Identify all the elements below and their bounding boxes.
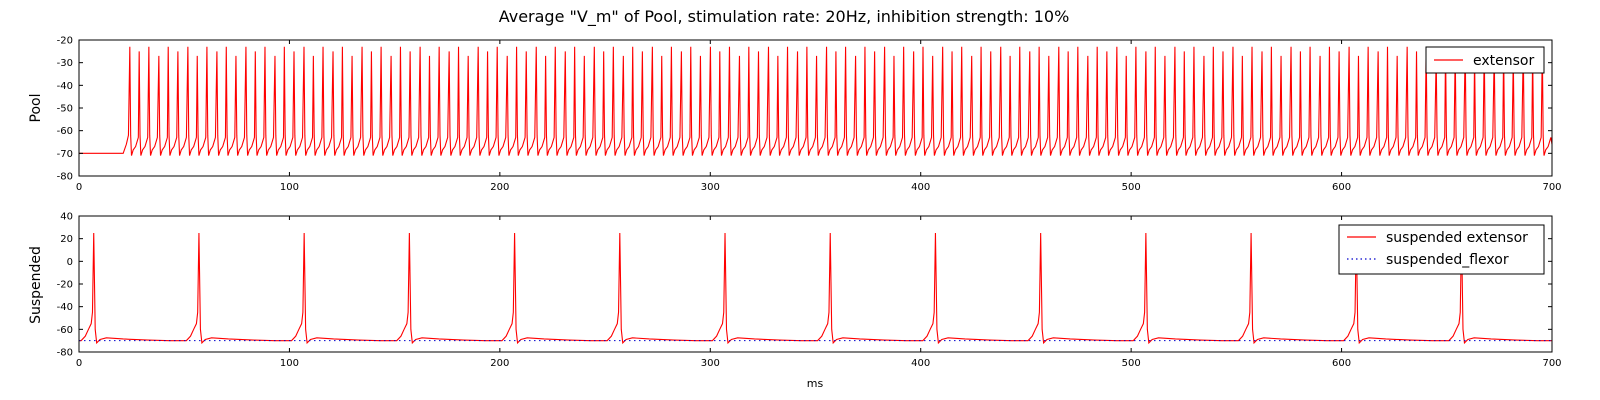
pool-x-tick: 600 — [1332, 40, 1351, 193]
pool-x-tick-label: 500 — [1122, 182, 1141, 193]
suspended-y-tick-label: -80 — [57, 348, 73, 359]
suspended-x-tick: 600 — [1332, 216, 1351, 369]
pool-y-tick: -70 — [57, 149, 1552, 160]
suspended-x-tick-label: 400 — [911, 358, 930, 369]
pool-y-tick-label: -50 — [57, 104, 73, 115]
pool-x-tick-label: 700 — [1542, 182, 1561, 193]
suspended-x-tick-label: 600 — [1332, 358, 1351, 369]
pool-series-line-0 — [79, 46, 1552, 156]
pool-y-tick-label: -40 — [57, 81, 73, 92]
pool-y-tick: -40 — [57, 81, 1552, 92]
pool-y-tick: -60 — [57, 126, 1552, 137]
suspended-y-tick-label: 40 — [60, 212, 73, 223]
pool-x-tick: 400 — [911, 40, 930, 193]
pool-ticks: 0 100 200 300 400 500 600 700 -80 -70 -60 -50 -40 -30… — [57, 36, 1562, 194]
suspended-y-tick: 20 — [60, 234, 1552, 245]
pool-x-tick-label: 400 — [911, 182, 930, 193]
pool-x-tick: 200 — [490, 40, 509, 193]
suspended-x-tick-label: 700 — [1542, 358, 1561, 369]
suspended-y-tick: -60 — [57, 325, 1552, 336]
suspended-x-tick-label: 0 — [76, 358, 82, 369]
pool-y-tick-label: -30 — [57, 58, 73, 69]
suspended-y-tick: -80 — [57, 348, 1552, 359]
pool-y-label: Pool — [28, 94, 44, 123]
pool-x-tick: 100 — [280, 40, 299, 193]
legend-label-extensor: extensor — [1473, 53, 1534, 69]
suspended-x-tick: 0 — [76, 216, 82, 369]
pool-y-tick-label: -20 — [57, 36, 73, 47]
suspended-y-tick-label: 0 — [67, 257, 73, 268]
suspended-ticks: 0 100 200 300 400 500 600 700 -80 -60 -40 -20 0 20 40 — [57, 212, 1562, 370]
pool-y-tick: -30 — [57, 58, 1552, 69]
suspended-x-tick-label: 200 — [490, 358, 509, 369]
suspended-y-tick-label: -60 — [57, 325, 73, 336]
pool-x-tick-label: 100 — [280, 182, 299, 193]
legend-label-suspended-flexor: suspended_flexor — [1386, 252, 1509, 268]
suspended-series-layer — [79, 232, 1552, 345]
suspended-x-tick: 200 — [490, 216, 509, 369]
pool-x-tick: 500 — [1122, 40, 1141, 193]
pool-y-tick-label: -60 — [57, 126, 73, 137]
suspended-x-tick-label: 500 — [1122, 358, 1141, 369]
pool-y-tick: -50 — [57, 104, 1552, 115]
suspended-x-tick: 500 — [1122, 216, 1141, 369]
pool-legend: extensor — [1425, 46, 1545, 74]
pool-y-tick-label: -80 — [57, 172, 73, 183]
suspended-legend: suspended extensor suspended_flexor — [1338, 224, 1545, 275]
suspended-panel: 0 100 200 300 400 500 600 700-80-60-40-2002040 … — [28, 212, 1562, 391]
pool-series-layer — [79, 46, 1552, 156]
pool-panel: 0 100 200 300 400 500 600 700 -80 -70 -60 -50 -40 -30… — [28, 36, 1562, 194]
pool-x-tick-label: 600 — [1332, 182, 1351, 193]
suspended-y-tick: 40 — [60, 212, 1552, 223]
legend-label-suspended-extensor: suspended extensor — [1386, 230, 1528, 246]
pool-x-tick: 300 — [701, 40, 720, 193]
suspended-y-tick-label: -20 — [57, 280, 73, 291]
suspended-x-tick-label: 100 — [280, 358, 299, 369]
suspended-x-tick: 400 — [911, 216, 930, 369]
pool-x-tick-label: 300 — [701, 182, 720, 193]
pool-y-tick: -20 — [57, 36, 1552, 47]
suspended-x-tick: 100 — [280, 216, 299, 369]
chart-title: Average "V_m" of Pool, stimulation rate:… — [499, 7, 1070, 27]
suspended-x-tick: 700 — [1542, 216, 1562, 369]
suspended-y-tick-label: 20 — [60, 234, 73, 245]
suspended-y-label: Suspended — [28, 246, 44, 324]
suspended-y-tick: -20 — [57, 280, 1552, 291]
x-axis-label: ms — [807, 377, 824, 390]
suspended-x-tick-label: 300 — [701, 358, 720, 369]
suspended-y-tick-label: -40 — [57, 302, 73, 313]
pool-y-tick-label: -70 — [57, 149, 73, 160]
pool-x-tick-label: 0 — [76, 182, 82, 193]
suspended-x-tick: 300 — [701, 216, 720, 369]
pool-x-tick: 0 — [76, 40, 82, 193]
suspended-y-tick: 0 — [67, 257, 1552, 268]
suspended-y-tick: -40 — [57, 302, 1552, 313]
pool-x-tick: 700 — [1542, 40, 1562, 193]
pool-y-tick: -80 — [57, 172, 1552, 183]
pool-x-tick-label: 200 — [490, 182, 509, 193]
